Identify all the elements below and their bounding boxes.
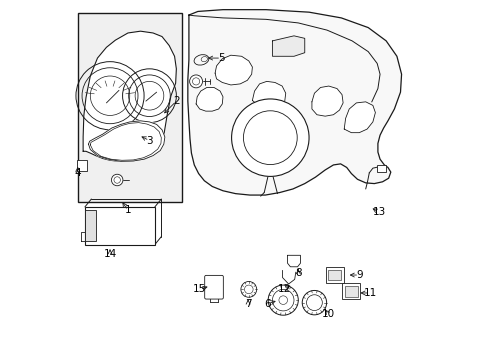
Polygon shape bbox=[187, 10, 401, 195]
Text: 8: 8 bbox=[294, 268, 301, 278]
Polygon shape bbox=[83, 31, 176, 161]
Text: 9: 9 bbox=[355, 270, 362, 280]
Text: 11: 11 bbox=[363, 288, 376, 298]
Bar bbox=[328, 270, 341, 280]
Polygon shape bbox=[252, 81, 285, 110]
Bar bbox=[344, 286, 357, 297]
Text: 12: 12 bbox=[277, 284, 290, 294]
Text: 15: 15 bbox=[193, 284, 206, 294]
Text: 4: 4 bbox=[74, 168, 81, 178]
Text: 10: 10 bbox=[322, 310, 335, 319]
Polygon shape bbox=[311, 86, 343, 116]
Circle shape bbox=[302, 291, 326, 315]
Polygon shape bbox=[215, 55, 252, 85]
Text: 5: 5 bbox=[218, 53, 224, 63]
Text: 1: 1 bbox=[124, 206, 131, 216]
Text: 14: 14 bbox=[103, 248, 117, 258]
Polygon shape bbox=[196, 87, 223, 111]
Bar bbox=[85, 207, 155, 244]
Text: 13: 13 bbox=[371, 207, 385, 217]
Polygon shape bbox=[287, 255, 300, 267]
Circle shape bbox=[241, 282, 256, 297]
Circle shape bbox=[111, 174, 122, 186]
Bar bbox=[376, 165, 386, 172]
Bar bbox=[77, 160, 87, 171]
Circle shape bbox=[267, 285, 298, 315]
Circle shape bbox=[189, 75, 202, 88]
Polygon shape bbox=[272, 36, 304, 56]
Bar bbox=[342, 283, 360, 299]
Polygon shape bbox=[344, 102, 375, 133]
Bar bbox=[85, 211, 96, 241]
Text: 3: 3 bbox=[146, 136, 152, 145]
Text: 6: 6 bbox=[264, 299, 270, 309]
Text: 7: 7 bbox=[244, 299, 251, 309]
Circle shape bbox=[231, 99, 308, 176]
Text: 2: 2 bbox=[173, 96, 179, 106]
Bar bbox=[325, 267, 343, 283]
Polygon shape bbox=[88, 121, 164, 161]
FancyBboxPatch shape bbox=[204, 275, 223, 299]
Bar bbox=[78, 13, 182, 202]
